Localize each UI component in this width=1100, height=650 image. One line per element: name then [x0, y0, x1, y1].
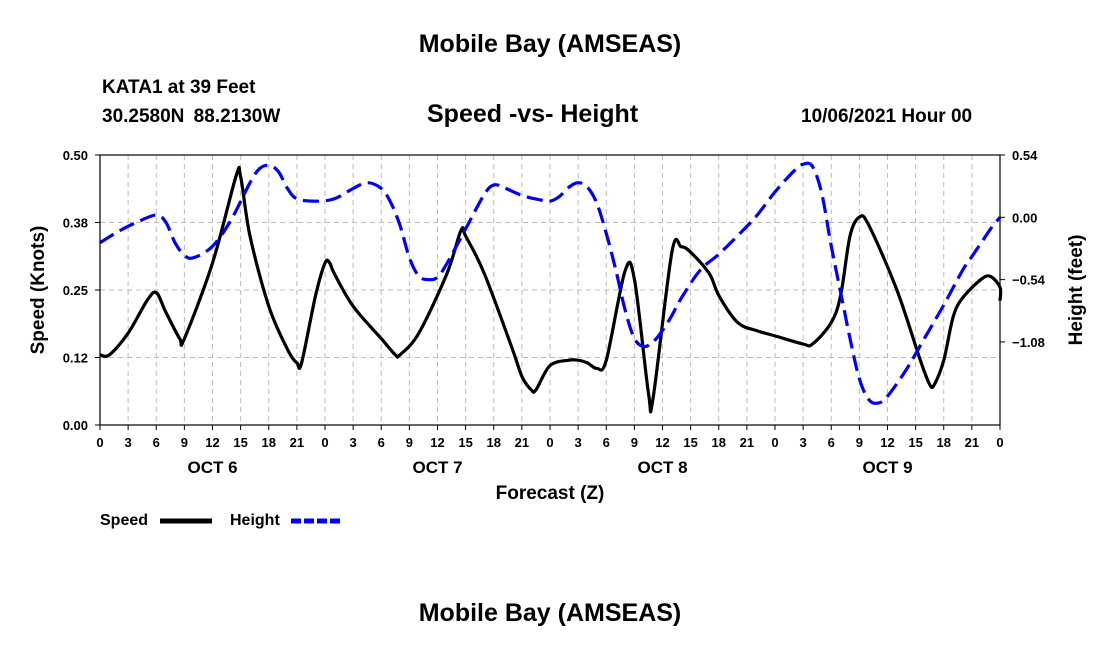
x-tick-label: 0 — [321, 435, 328, 450]
page-title: Mobile Bay (AMSEAS) — [418, 30, 682, 58]
x-tick-label: 12 — [880, 435, 894, 450]
x-tick-label: 18 — [937, 435, 951, 450]
x-tick-label: 18 — [712, 435, 726, 450]
page-title-footer: Mobile Bay (AMSEAS) — [418, 599, 682, 627]
y-right-tick-label: 0.54 — [1012, 148, 1038, 163]
x-tick-label: 15 — [233, 435, 247, 450]
y-left-tick-label: 0.50 — [63, 148, 88, 163]
x-tick-label: 18 — [262, 435, 276, 450]
forecast-run-time: 10/06/2021 Hour 00 — [801, 106, 973, 127]
x-axis-title: Forecast (Z) — [496, 483, 605, 504]
grid — [100, 155, 1000, 425]
speed-series-line — [99, 165, 1003, 414]
x-tick-label: 15 — [908, 435, 922, 450]
x-day-label: OCT 6 — [187, 458, 237, 477]
x-tick-label: 15 — [458, 435, 472, 450]
x-tick-label: 9 — [856, 435, 863, 450]
x-tick-label: 9 — [406, 435, 413, 450]
x-tick-label: 3 — [125, 435, 132, 450]
legend-height-label: Height — [230, 512, 280, 529]
x-tick-label: 12 — [430, 435, 444, 450]
x-tick-label: 0 — [996, 435, 1003, 450]
x-day-label: OCT 9 — [862, 458, 912, 477]
x-tick-label: 6 — [828, 435, 835, 450]
y-right-tick-label: 0.00 — [1012, 210, 1037, 225]
x-tick-label: 21 — [290, 435, 304, 450]
y-axis-left-title: Speed (Knots) — [28, 226, 49, 355]
height-series-line — [99, 161, 1002, 405]
station-name: KATA1 at 39 Feet — [102, 77, 256, 98]
legend-speed-label: Speed — [100, 512, 148, 529]
x-tick-label: 9 — [631, 435, 638, 450]
station-coordinates: 30.2580N 88.2130W — [102, 106, 281, 127]
y-axis-right-title: Height (feet) — [1066, 235, 1087, 346]
y-right-tick-label: −1.08 — [1012, 335, 1045, 350]
y-right-tick-label: −0.54 — [1012, 273, 1046, 288]
x-tick-label: 3 — [575, 435, 582, 450]
x-tick-label: 12 — [205, 435, 219, 450]
x-tick-label: 21 — [965, 435, 979, 450]
x-tick-label: 6 — [153, 435, 160, 450]
x-day-label: OCT 7 — [412, 458, 462, 477]
series-layer — [99, 161, 1003, 414]
x-tick-label: 3 — [800, 435, 807, 450]
y-left-tick-label: 0.38 — [63, 216, 88, 231]
x-tick-label: 18 — [487, 435, 501, 450]
x-tick-label: 21 — [515, 435, 529, 450]
y-left-tick-label: 0.12 — [63, 351, 88, 366]
x-tick-label: 0 — [771, 435, 778, 450]
x-tick-label: 0 — [96, 435, 103, 450]
x-day-label: OCT 8 — [637, 458, 687, 477]
x-tick-label: 12 — [655, 435, 669, 450]
x-tick-label: 9 — [181, 435, 188, 450]
legend: Speed Height — [100, 512, 343, 529]
axes: 0 3 6 9 12 15 18 21 0 3 6 9 12 15 18 21 0 3 6 9 12 15 18 21 0 3 6 9… — [63, 148, 1046, 477]
x-tick-label: 3 — [350, 435, 357, 450]
y-left-tick-label: 0.00 — [63, 418, 88, 433]
y-left-tick-label: 0.25 — [63, 283, 88, 298]
x-tick-label: 0 — [546, 435, 553, 450]
chart-title: Speed -vs- Height — [427, 100, 639, 128]
x-tick-label: 6 — [603, 435, 610, 450]
x-tick-label: 15 — [683, 435, 697, 450]
x-tick-label: 21 — [740, 435, 754, 450]
x-tick-label: 6 — [378, 435, 385, 450]
